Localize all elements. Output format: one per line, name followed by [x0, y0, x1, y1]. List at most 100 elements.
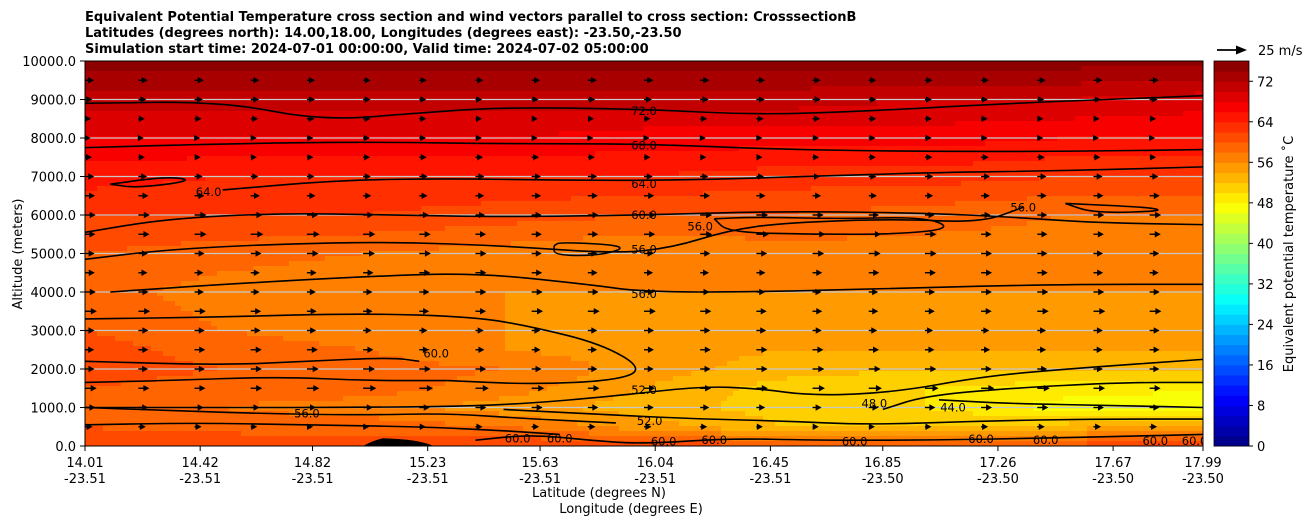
field-cell [319, 426, 326, 432]
field-cell [445, 266, 452, 272]
field-cell [385, 141, 392, 147]
field-cell [391, 296, 398, 302]
field-cell [439, 341, 446, 347]
field-cell [157, 316, 164, 322]
field-cell [121, 411, 128, 417]
field-cell [97, 96, 104, 102]
field-cell [241, 346, 248, 352]
field-cell [127, 131, 134, 137]
field-cell [295, 161, 302, 167]
field-cell [403, 121, 410, 127]
field-cell [289, 191, 296, 197]
field-cell [97, 146, 104, 152]
field-cell [127, 121, 134, 127]
field-cell [199, 171, 206, 177]
field-cell [307, 266, 314, 272]
field-cell [217, 241, 224, 247]
field-cell [427, 406, 434, 412]
field-cell [391, 136, 398, 142]
field-cell [145, 236, 152, 242]
field-cell [139, 91, 146, 97]
field-cell [157, 231, 164, 237]
field-cell [253, 216, 260, 222]
field-cell [187, 201, 194, 207]
field-cell [187, 401, 194, 407]
field-cell [325, 321, 332, 327]
field-cell [385, 301, 392, 307]
field-cell [289, 441, 296, 446]
field-cell [85, 336, 92, 342]
field-cell [355, 411, 362, 417]
field-cell [229, 146, 236, 152]
field-cell [175, 311, 182, 317]
field-cell [439, 211, 446, 217]
field-cell [277, 246, 284, 252]
field-cell [85, 331, 92, 337]
field-cell [229, 416, 236, 422]
field-cell [187, 86, 194, 92]
field-cell [151, 116, 158, 122]
field-cell [235, 326, 242, 332]
field-cell [97, 181, 104, 187]
field-cell [157, 91, 164, 97]
field-cell [217, 231, 224, 237]
field-cell [409, 336, 416, 342]
field-cell [349, 66, 356, 72]
field-cell [109, 401, 116, 407]
field-cell [109, 291, 116, 297]
field-cell [103, 191, 110, 197]
field-cell [235, 381, 242, 387]
field-cell [289, 301, 296, 307]
field-cell [391, 116, 398, 122]
field-cell [319, 161, 326, 167]
field-cell [397, 371, 404, 377]
field-cell [415, 126, 422, 132]
field-cell [187, 236, 194, 242]
field-cell [193, 121, 200, 127]
field-cell [115, 281, 122, 287]
field-cell [151, 96, 158, 102]
field-cell [391, 331, 398, 337]
field-cell [265, 346, 272, 352]
field-cell [133, 176, 140, 182]
field-cell [403, 66, 410, 72]
field-cell [397, 256, 404, 262]
field-cell [277, 316, 284, 322]
field-cell [409, 316, 416, 322]
field-cell [427, 66, 434, 72]
field-cell [427, 131, 434, 137]
field-cell [289, 266, 296, 272]
field-cell [199, 301, 206, 307]
field-cell [265, 106, 272, 112]
field-cell [313, 326, 320, 332]
field-cell [163, 396, 170, 402]
field-cell [193, 61, 200, 67]
field-cell [433, 326, 440, 332]
field-cell [235, 146, 242, 152]
field-cell [259, 286, 266, 292]
field-cell [109, 336, 116, 342]
field-cell [97, 376, 104, 382]
field-cell [355, 231, 362, 237]
field-cell [463, 431, 470, 437]
field-cell [403, 196, 410, 202]
field-cell [307, 261, 314, 267]
field-cell [427, 441, 434, 446]
field-cell [295, 336, 302, 342]
field-cell [391, 261, 398, 267]
field-cell [133, 236, 140, 242]
field-cell [439, 416, 446, 422]
field-cell [349, 441, 356, 446]
field-cell [307, 371, 314, 377]
field-cell [247, 101, 254, 107]
field-cell [265, 401, 272, 407]
field-cell [445, 101, 452, 107]
field-cell [121, 306, 128, 312]
field-cell [181, 236, 188, 242]
field-cell [361, 196, 368, 202]
field-cell [181, 136, 188, 142]
field-cell [199, 91, 206, 97]
field-cell [103, 371, 110, 377]
field-cell [205, 291, 212, 297]
field-cell [271, 231, 278, 237]
